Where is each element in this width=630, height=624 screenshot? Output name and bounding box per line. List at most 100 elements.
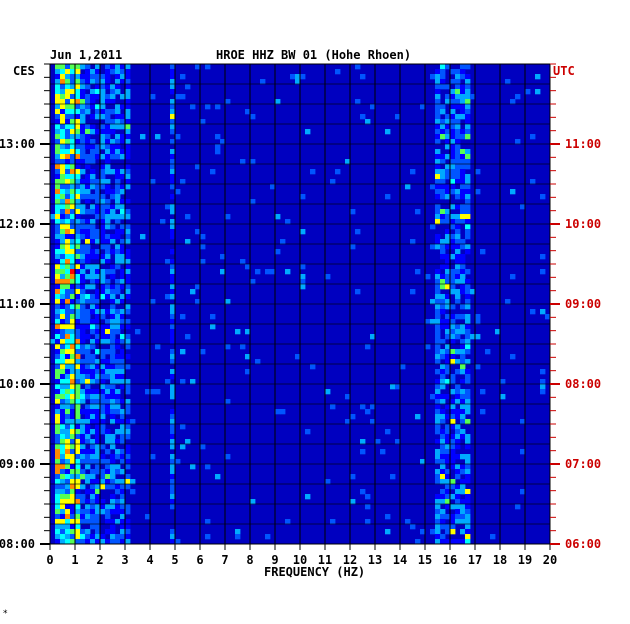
spectral-cell (445, 429, 451, 435)
spectral-cell (450, 504, 456, 510)
spectral-cell (75, 329, 81, 335)
spectral-cell (105, 244, 111, 250)
spectral-cell (465, 409, 471, 415)
spectral-cell (55, 249, 61, 255)
spectral-cell (115, 64, 121, 70)
spectral-cell (110, 409, 116, 415)
spectral-cell (70, 524, 76, 530)
spectral-cell (75, 499, 81, 505)
spectral-cell (110, 444, 116, 450)
spectral-cell (65, 534, 71, 540)
spectral-cell (465, 249, 471, 255)
spectral-cell (435, 214, 441, 220)
spectral-cell (440, 499, 446, 505)
spectral-cell (445, 379, 451, 385)
spectral-cell (110, 109, 116, 115)
x-tick-label: 11 (318, 553, 332, 567)
spectral-cell (460, 344, 466, 350)
spectral-cell (55, 509, 61, 515)
spectral-cell (170, 359, 176, 365)
spectral-cell (460, 219, 466, 225)
spectral-cell (440, 189, 446, 195)
spectral-cell (95, 194, 101, 200)
spectral-cell (95, 459, 101, 465)
spectral-cell (70, 234, 76, 240)
spectral-cell (540, 254, 546, 260)
spectral-cell (455, 519, 461, 525)
spectral-cell (125, 334, 131, 340)
spectral-cell (345, 159, 351, 165)
spectral-cell (85, 334, 91, 340)
spectral-cell (65, 109, 71, 115)
spectral-cell (55, 269, 61, 275)
spectral-cell (110, 99, 116, 105)
spectral-cell (105, 64, 111, 70)
spectral-cell (105, 234, 111, 240)
spectral-cell (55, 114, 61, 120)
spectral-cell (90, 269, 96, 275)
spectral-cell (305, 429, 311, 435)
spectral-cell (440, 124, 446, 130)
spectral-cell (80, 304, 86, 310)
spectral-cell (70, 519, 76, 525)
spectral-cell (75, 374, 81, 380)
spectral-cell (80, 209, 86, 215)
spectral-cell (115, 174, 121, 180)
spectral-cell (100, 154, 106, 160)
spectral-cell (95, 444, 101, 450)
spectral-cell (125, 279, 131, 285)
spectral-cell (120, 299, 126, 305)
spectral-cell (60, 234, 66, 240)
spectral-cell (85, 394, 91, 400)
spectral-cell (120, 424, 126, 430)
spectral-cell (450, 104, 456, 110)
spectral-cell (100, 219, 106, 225)
spectral-cell (195, 164, 201, 170)
spectral-cell (55, 124, 61, 130)
spectral-cell (95, 329, 101, 335)
spectral-cell (170, 314, 176, 320)
spectral-cell (100, 94, 106, 100)
spectral-cell (75, 504, 81, 510)
spectral-cell (215, 144, 221, 150)
spectral-cell (70, 209, 76, 215)
spectral-cell (65, 224, 71, 230)
spectral-cell (435, 349, 441, 355)
spectral-cell (75, 394, 81, 400)
spectral-cell (95, 439, 101, 445)
spectral-cell (60, 144, 66, 150)
spectral-cell (430, 529, 436, 535)
spectral-cell (75, 349, 81, 355)
spectral-cell (125, 74, 131, 80)
spectral-cell (125, 384, 131, 390)
spectral-cell (435, 509, 441, 515)
spectral-cell (220, 269, 226, 275)
spectral-cell (120, 169, 126, 175)
spectral-cell (125, 199, 131, 205)
spectral-cell (455, 139, 461, 145)
spectral-cell (465, 89, 471, 95)
spectral-cell (460, 479, 466, 485)
spectral-cell (450, 89, 456, 95)
spectral-cell (125, 264, 131, 270)
spectral-cell (450, 244, 456, 250)
spectral-cell (55, 479, 61, 485)
spectral-cell (55, 179, 61, 185)
spectral-cell (460, 399, 466, 405)
spectral-cell (455, 539, 461, 545)
spectral-cell (465, 219, 471, 225)
spectral-cell (170, 369, 176, 375)
spectral-cell (75, 69, 81, 75)
spectral-cell (70, 274, 76, 280)
spectral-cell (410, 169, 416, 175)
spectral-cell (65, 279, 71, 285)
spectral-cell (450, 284, 456, 290)
spectral-cell (75, 64, 81, 70)
spectral-cell (95, 144, 101, 150)
spectral-cell (100, 334, 106, 340)
spectral-cell (110, 399, 116, 405)
spectral-cell (60, 74, 66, 80)
spectral-cell (435, 414, 441, 420)
spectral-cell (85, 274, 91, 280)
spectral-cell (435, 534, 441, 540)
